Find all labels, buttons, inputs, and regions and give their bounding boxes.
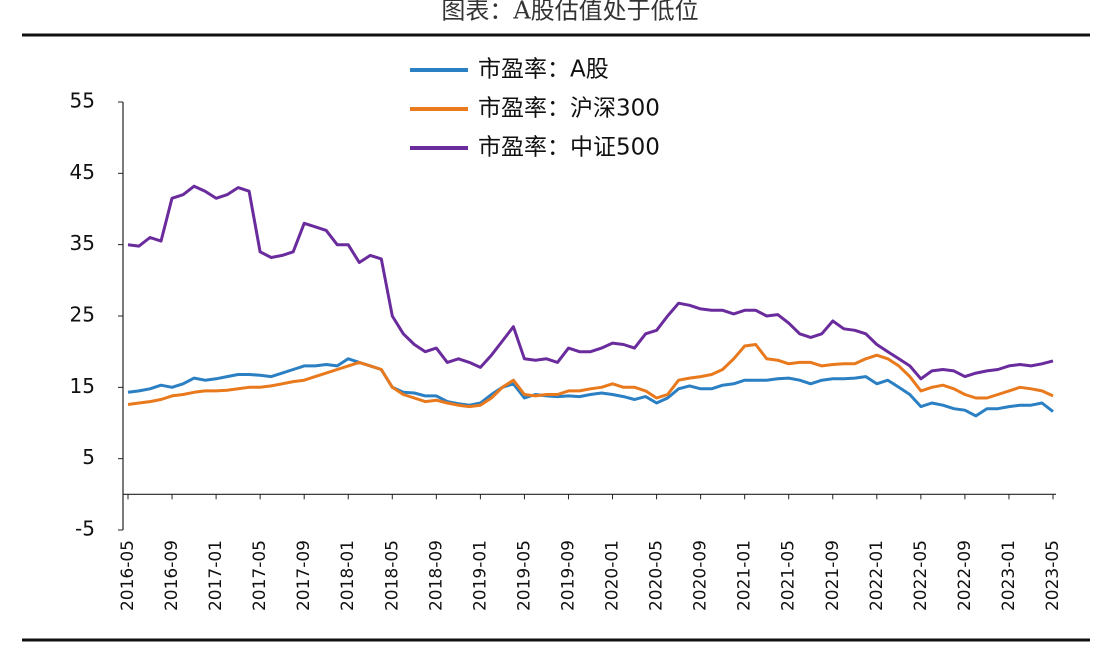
x-tick-label: 2017-05 [250,540,270,611]
x-tick-label: 2019-01 [470,540,490,611]
y-tick-label: 55 [70,89,95,113]
x-tick-label: 2017-09 [294,540,314,611]
x-tick-label: 2019-09 [558,540,578,611]
x-tick-label: 2023-01 [999,540,1019,611]
y-tick-label: 5 [82,445,95,469]
x-tick-label: 2023-05 [1043,540,1063,611]
x-tick-label: 2017-01 [206,540,226,611]
x-tick-label: 2021-09 [823,540,843,611]
x-tick-label: 2019-05 [514,540,534,611]
x-tick-label: 2020-05 [647,540,667,611]
x-tick-label: 2018-09 [426,540,446,611]
x-tick-label: 2021-05 [779,540,799,611]
x-tick-label: 2021-01 [735,540,755,611]
x-tick-label: 2022-09 [955,540,975,611]
x-tick-label: 2018-01 [338,540,358,611]
series-line [127,343,1054,409]
x-tick-label: 2020-09 [691,540,711,611]
legend-label: 市盈率：中证500 [478,135,660,161]
legend-label: 市盈率：沪深300 [478,96,660,122]
x-tick-label: 2016-09 [162,540,182,611]
series-line [127,184,1054,381]
y-tick-label: -5 [75,517,95,541]
x-tick-label: 2022-05 [911,540,931,611]
chart-title: 图表：A股估值处于低位 [441,0,698,25]
x-tick-label: 2022-01 [867,540,887,611]
y-tick-label: 35 [70,231,95,255]
y-tick-label: 45 [70,160,95,184]
y-tick-label: 25 [70,303,95,327]
series-line [127,357,1054,418]
legend-label: 市盈率：A股 [478,57,609,83]
x-tick-label: 2020-01 [603,540,623,611]
x-tick-label: 2018-05 [382,540,402,611]
y-tick-label: 15 [70,374,95,398]
x-tick-label: 2016-05 [118,540,138,611]
